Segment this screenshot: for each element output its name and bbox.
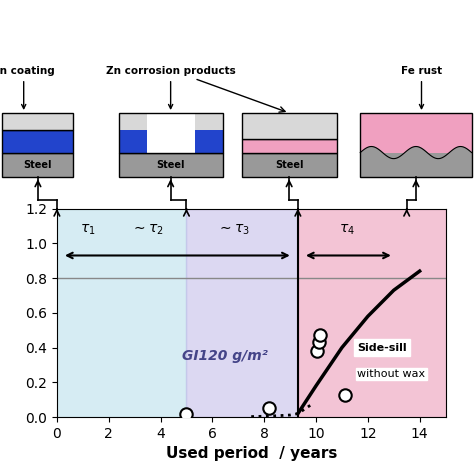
Bar xyxy=(186,209,298,417)
Point xyxy=(341,391,348,398)
Point xyxy=(265,404,273,411)
Text: $\sim \tau_2$: $\sim \tau_2$ xyxy=(131,222,164,237)
Text: Side-sill: Side-sill xyxy=(357,343,407,353)
Text: $\tau_4$: $\tau_4$ xyxy=(339,222,355,237)
Point xyxy=(315,338,322,346)
Bar xyxy=(2,130,73,153)
Bar xyxy=(360,113,472,153)
Bar xyxy=(118,153,223,177)
Bar xyxy=(57,209,186,417)
Bar xyxy=(360,153,472,177)
Bar xyxy=(242,138,337,153)
Point xyxy=(313,347,321,355)
Point xyxy=(316,332,324,339)
Text: Steel: Steel xyxy=(24,160,52,170)
Bar xyxy=(118,113,223,153)
Bar xyxy=(2,113,73,130)
Bar xyxy=(298,209,446,417)
Bar xyxy=(195,130,223,153)
Bar xyxy=(146,112,195,153)
Text: GI120 g/m²: GI120 g/m² xyxy=(182,349,268,363)
Text: Zn corrosion products: Zn corrosion products xyxy=(106,66,236,109)
Text: Fe rust: Fe rust xyxy=(401,66,442,109)
Bar xyxy=(242,153,337,177)
Text: without wax: without wax xyxy=(357,369,426,379)
Text: Steel: Steel xyxy=(275,160,303,170)
Bar xyxy=(2,153,73,177)
Text: Steel: Steel xyxy=(156,160,185,170)
Bar xyxy=(360,113,472,177)
Bar xyxy=(118,130,146,153)
Bar xyxy=(118,113,223,130)
X-axis label: Used period  / years: Used period / years xyxy=(165,447,337,461)
Text: $\tau_1$: $\tau_1$ xyxy=(80,222,96,237)
Text: Zn coating: Zn coating xyxy=(0,66,55,109)
Bar xyxy=(242,113,337,138)
Point xyxy=(182,410,190,418)
Text: $\sim \tau_3$: $\sim \tau_3$ xyxy=(217,222,249,237)
